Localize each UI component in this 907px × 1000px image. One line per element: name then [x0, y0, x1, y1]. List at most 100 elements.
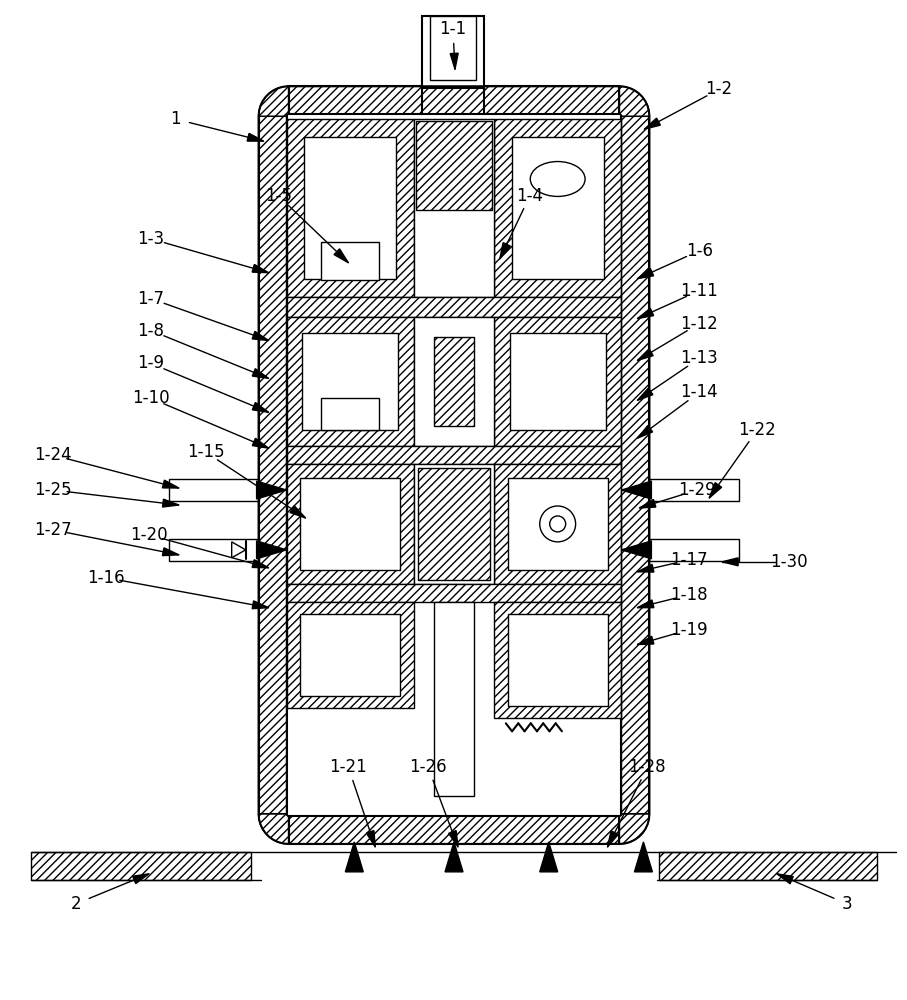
Bar [418, 468, 490, 580]
Bar [321, 242, 379, 280]
Polygon shape [638, 425, 653, 438]
Polygon shape [540, 842, 558, 872]
Bar [414, 464, 494, 584]
Polygon shape [252, 369, 268, 378]
Polygon shape [162, 548, 179, 556]
Bar [434, 602, 474, 796]
Ellipse shape [531, 162, 585, 196]
Polygon shape [639, 499, 656, 508]
Polygon shape [162, 480, 179, 488]
Bar [32, 852, 250, 880]
Polygon shape [252, 601, 268, 609]
Bar [258, 116, 287, 814]
Polygon shape [634, 842, 652, 872]
Polygon shape [366, 831, 375, 847]
Bar [302, 333, 398, 430]
Polygon shape [638, 349, 653, 360]
Polygon shape [252, 331, 268, 340]
Polygon shape [445, 842, 463, 872]
Text: 1-2: 1-2 [706, 80, 733, 98]
Polygon shape [709, 483, 722, 498]
Text: 1-17: 1-17 [670, 551, 708, 569]
Polygon shape [638, 308, 654, 319]
Circle shape [540, 506, 576, 542]
Text: 1-13: 1-13 [680, 349, 718, 367]
Text: 1-1: 1-1 [439, 20, 466, 38]
Bar [494, 119, 621, 297]
Text: 1-18: 1-18 [670, 586, 708, 604]
Polygon shape [132, 874, 149, 884]
Bar [659, 852, 877, 880]
Bar [287, 297, 621, 317]
Polygon shape [722, 558, 738, 566]
Polygon shape [777, 874, 794, 884]
Polygon shape [621, 541, 651, 559]
Polygon shape [638, 388, 653, 400]
Bar [288, 816, 619, 844]
Polygon shape [252, 560, 268, 568]
Text: 1-21: 1-21 [329, 758, 367, 776]
Text: 1-26: 1-26 [409, 758, 447, 776]
Text: 1-3: 1-3 [137, 230, 164, 248]
Bar [430, 16, 476, 80]
Polygon shape [638, 636, 654, 645]
Text: 1-24: 1-24 [34, 446, 72, 464]
Bar [416, 121, 492, 210]
Polygon shape [638, 268, 654, 279]
Bar [287, 446, 621, 464]
PathPatch shape [619, 814, 649, 844]
Polygon shape [450, 53, 458, 69]
Polygon shape [644, 118, 660, 129]
Bar [300, 478, 400, 570]
Bar [494, 464, 621, 584]
Text: 1-10: 1-10 [132, 389, 170, 407]
Polygon shape [638, 564, 654, 572]
Bar [287, 464, 414, 584]
Text: 1-9: 1-9 [138, 354, 164, 372]
Text: 1-15: 1-15 [187, 443, 225, 461]
Polygon shape [257, 541, 287, 559]
Bar [287, 317, 414, 446]
Bar [288, 86, 619, 114]
PathPatch shape [258, 814, 288, 844]
Circle shape [550, 516, 566, 532]
Bar [621, 116, 649, 814]
Text: 1-19: 1-19 [670, 621, 708, 639]
PathPatch shape [619, 86, 649, 116]
Bar [508, 614, 608, 706]
Polygon shape [608, 831, 619, 847]
Bar [321, 398, 379, 430]
Text: 1-29: 1-29 [678, 481, 716, 499]
Bar [287, 602, 414, 708]
Polygon shape [290, 506, 306, 518]
Polygon shape [252, 438, 268, 448]
Bar [287, 584, 621, 602]
PathPatch shape [258, 86, 288, 116]
Bar [649, 539, 739, 561]
Polygon shape [162, 499, 179, 507]
Bar [512, 137, 603, 279]
Bar [649, 479, 739, 501]
Bar [494, 317, 621, 446]
Polygon shape [449, 831, 458, 847]
Polygon shape [257, 481, 287, 499]
Bar [434, 337, 474, 426]
Text: 1-27: 1-27 [34, 521, 72, 539]
Text: 1-4: 1-4 [516, 187, 543, 205]
Bar [422, 16, 484, 88]
Bar [414, 317, 494, 446]
Text: 1-7: 1-7 [138, 290, 164, 308]
Polygon shape [252, 264, 268, 273]
Text: 1: 1 [171, 110, 181, 128]
Polygon shape [346, 842, 364, 872]
Text: 1-11: 1-11 [680, 282, 718, 300]
Polygon shape [638, 600, 654, 608]
Text: 3: 3 [842, 895, 852, 913]
Polygon shape [231, 542, 246, 558]
Text: 1-6: 1-6 [686, 242, 713, 260]
Text: 1-16: 1-16 [87, 569, 125, 587]
Text: 1-12: 1-12 [680, 315, 718, 333]
Bar [169, 539, 258, 561]
Text: 1-14: 1-14 [680, 383, 718, 401]
Bar [169, 479, 258, 501]
